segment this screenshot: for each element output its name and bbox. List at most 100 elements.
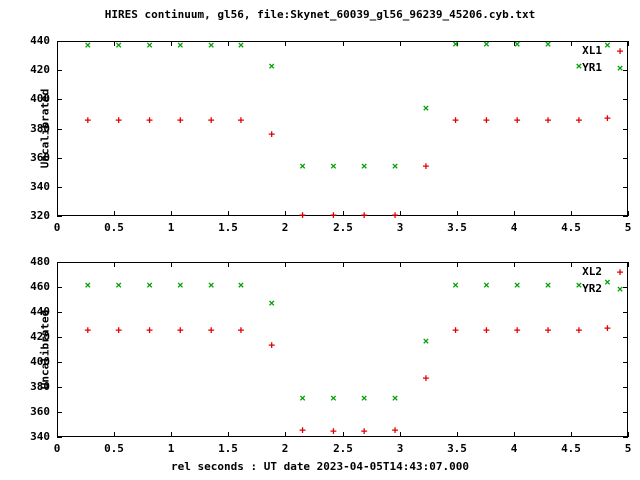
y-tick-label-top: 320	[30, 209, 50, 222]
y-tick-right-top	[623, 41, 628, 42]
x-tick-label-bottom: 4	[510, 442, 518, 455]
y-tick-right-top	[623, 158, 628, 159]
x-tick-top	[114, 211, 115, 216]
x-tick-label-top: 4.5	[561, 221, 581, 234]
x-tick-label-bottom: 3	[396, 442, 404, 455]
y-tick-right-top	[623, 99, 628, 100]
y-tick-bottom	[57, 262, 62, 263]
x-tick-top-bottom	[285, 262, 286, 267]
x-tick-top-bottom	[457, 262, 458, 267]
y-tick-bottom	[57, 362, 62, 363]
y-tick-label-top: 360	[30, 151, 50, 164]
y-tick-bottom	[57, 412, 62, 413]
y-tick-label-top: 420	[30, 63, 50, 76]
x-tick-top-bottom	[114, 262, 115, 267]
x-tick-top-bottom	[628, 262, 629, 267]
x-tick-top-bottom	[571, 262, 572, 267]
y-tick-label-top: 440	[30, 34, 50, 47]
x-tick-top	[285, 211, 286, 216]
y-tick-right-bottom	[623, 262, 628, 263]
y-tick-right-bottom	[623, 337, 628, 338]
x-tick-label-top: 5	[624, 221, 632, 234]
y-tick-label-bottom: 340	[30, 430, 50, 443]
x-tick-top	[57, 211, 58, 216]
x-tick-label-top: 1	[167, 221, 175, 234]
x-tick-label-bottom: 0.5	[104, 442, 124, 455]
x-tick-top-top	[343, 41, 344, 46]
legend-label-yr2: YR2	[582, 282, 602, 295]
y-tick-right-top	[623, 70, 628, 71]
x-tick-top-top	[400, 41, 401, 46]
x-tick-top	[514, 211, 515, 216]
x-tick-label-bottom: 2	[281, 442, 289, 455]
x-tick-bottom	[57, 432, 58, 437]
x-tick-top-top	[628, 41, 629, 46]
x-tick-top-top	[171, 41, 172, 46]
x-tick-top	[400, 211, 401, 216]
x-tick-top	[571, 211, 572, 216]
y-tick-label-bottom: 480	[30, 255, 50, 268]
x-tick-label-top: 3	[396, 221, 404, 234]
y-tick-right-bottom	[623, 362, 628, 363]
x-tick-label-bottom: 4.5	[561, 442, 581, 455]
x-tick-label-bottom: 1.5	[218, 442, 238, 455]
x-tick-label-top: 2	[281, 221, 289, 234]
legend-label-xl1: XL1	[582, 44, 602, 57]
y-tick-bottom	[57, 337, 62, 338]
plot-frame-bottom	[57, 262, 628, 437]
y-tick-top	[57, 129, 62, 130]
y-tick-label-bottom: 400	[30, 355, 50, 368]
x-tick-top-bottom	[514, 262, 515, 267]
page-title: HIRES continuum, gl56, file:Skynet_60039…	[104, 8, 536, 21]
x-tick-bottom	[171, 432, 172, 437]
x-tick-top	[457, 211, 458, 216]
x-tick-top-bottom	[228, 262, 229, 267]
y-tick-right-top	[623, 129, 628, 130]
x-tick-top	[628, 211, 629, 216]
y-tick-top	[57, 41, 62, 42]
x-tick-top-top	[571, 41, 572, 46]
legend-label-yr1: YR1	[582, 61, 602, 74]
x-tick-label-bottom: 1	[167, 442, 175, 455]
y-tick-label-bottom: 440	[30, 305, 50, 318]
x-tick-top	[171, 211, 172, 216]
x-tick-bottom	[228, 432, 229, 437]
y-tick-label-top: 340	[30, 180, 50, 193]
x-tick-label-bottom: 3.5	[447, 442, 467, 455]
y-tick-bottom	[57, 387, 62, 388]
x-tick-top-bottom	[57, 262, 58, 267]
x-tick-label-bottom: 0	[53, 442, 61, 455]
x-tick-top-top	[57, 41, 58, 46]
y-tick-bottom	[57, 312, 62, 313]
x-tick-top	[343, 211, 344, 216]
x-tick-top-bottom	[343, 262, 344, 267]
y-tick-top	[57, 216, 62, 217]
x-tick-top-top	[285, 41, 286, 46]
y-tick-label-bottom: 380	[30, 380, 50, 393]
x-tick-label-top: 3.5	[447, 221, 467, 234]
y-tick-right-bottom	[623, 312, 628, 313]
x-tick-bottom	[457, 432, 458, 437]
y-tick-label-bottom: 420	[30, 330, 50, 343]
x-tick-label-top: 1.5	[218, 221, 238, 234]
x-tick-top-top	[114, 41, 115, 46]
y-tick-label-top: 380	[30, 122, 50, 135]
y-tick-right-top	[623, 216, 628, 217]
y-tick-right-bottom	[623, 387, 628, 388]
y-tick-label-bottom: 360	[30, 405, 50, 418]
y-tick-bottom	[57, 437, 62, 438]
x-tick-top	[228, 211, 229, 216]
y-tick-label-top: 400	[30, 92, 50, 105]
x-tick-bottom	[628, 432, 629, 437]
x-tick-bottom	[114, 432, 115, 437]
x-tick-bottom	[400, 432, 401, 437]
x-tick-top-top	[457, 41, 458, 46]
x-tick-label-bottom: 5	[624, 442, 632, 455]
legend-label-xl2: XL2	[582, 265, 602, 278]
x-tick-label-top: 0.5	[104, 221, 124, 234]
x-tick-bottom	[571, 432, 572, 437]
y-tick-right-bottom	[623, 287, 628, 288]
x-tick-label-bottom: 2.5	[333, 442, 353, 455]
y-tick-bottom	[57, 287, 62, 288]
